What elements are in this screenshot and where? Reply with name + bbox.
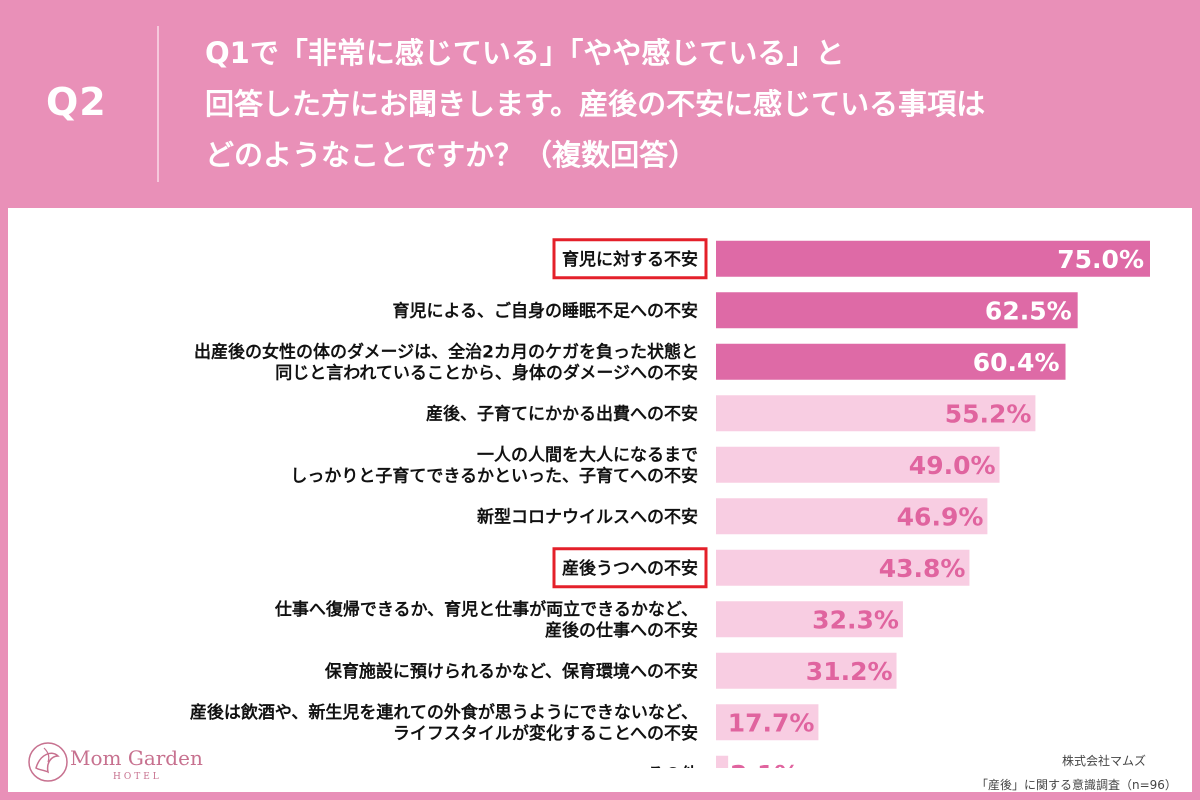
category-label-4-0: 一人の人間を大人になるまで [477, 444, 698, 465]
value-label-4: 49.0% [909, 451, 996, 480]
bar-5 [716, 498, 988, 535]
category-label-8-0: 保育施設に預けられるかなど、保育環境への不安 [324, 661, 698, 682]
value-label-7: 32.3% [812, 605, 899, 634]
mom-garden-logo-icon [28, 742, 68, 782]
value-label-3: 55.2% [945, 399, 1032, 428]
header-divider [157, 26, 159, 182]
bar-8 [716, 652, 897, 689]
question-line-2: 回答した方にお聞きします。産後の不安に感じている事項は [205, 87, 986, 121]
highlight-box-6 [552, 547, 708, 589]
category-label-10-0: その他 [647, 764, 698, 768]
category-label-7-1: 産後の仕事への不安 [545, 620, 698, 641]
left-border [0, 208, 8, 800]
value-label-5: 46.9% [897, 502, 984, 531]
bar-chart: 75.0% 育児に対する不安 62.5% 育児による、ご自身の睡眠不足への不安 60.4… [190, 238, 1150, 768]
value-label-9: 17.7% [728, 708, 815, 737]
bar-10 [716, 755, 729, 768]
highlight-box-0 [552, 238, 708, 280]
question-line-1: Q1で「非常に感じている」「やや感じている」と [205, 36, 845, 70]
value-label-1: 62.5% [985, 296, 1072, 325]
value-label-2: 60.4% [973, 348, 1060, 377]
bar-0 [716, 240, 1150, 277]
header-banner: Q2 Q1で「非常に感じている」「やや感じている」と 回答した方にお聞きします。… [0, 0, 1200, 208]
category-label-3-0: 産後、子育てにかかる出費への不安 [426, 403, 698, 424]
value-label-10: 2.1% [730, 760, 799, 768]
bar-6 [716, 549, 970, 586]
bar-1 [716, 292, 1078, 329]
question-text: Q1で「非常に感じている」「やや感じている」と 回答した方にお聞きします。産後の… [205, 28, 1185, 181]
company-name: 株式会社マムズ [1062, 754, 1147, 768]
bar-7 [716, 601, 903, 638]
category-label-9-0: 産後は飲酒や、新生児を連れての外食が思うようにできないなど、 [190, 702, 698, 723]
category-label-6-0: 産後うつへの不安 [562, 558, 698, 579]
bar-2 [716, 343, 1066, 380]
category-label-7-0: 仕事へ復帰できるか、育児と仕事が両立できるかなど、 [274, 599, 698, 620]
category-label-5-0: 新型コロナウイルスへの不安 [477, 506, 698, 527]
value-label-8: 31.2% [806, 657, 893, 686]
bar-3 [716, 395, 1036, 432]
logo-subtitle: HOTEL [113, 772, 162, 782]
survey-source: 「産後」に関する意識調査（n=96） [976, 778, 1177, 792]
category-label-9-1: ライフスタイルが変化することへの不安 [393, 723, 698, 744]
right-border [1192, 208, 1200, 800]
bar-4 [716, 446, 1000, 483]
value-label-0: 75.0% [1057, 245, 1144, 274]
category-label-2-0: 出産後の女性の体のダメージは、全治2カ月のケガを負った状態と [194, 341, 698, 362]
bar-9 [716, 704, 819, 741]
question-line-3: どのようなことですか？（複数回答） [205, 138, 698, 172]
value-label-6: 43.8% [879, 554, 966, 583]
category-label-0-0: 育児に対する不安 [562, 249, 698, 270]
bottom-border [0, 792, 1200, 800]
category-label-2-1: 同じと言われていることから、身体のダメージへの不安 [275, 362, 698, 383]
question-number: Q2 [46, 80, 107, 124]
category-label-1-0: 育児による、ご自身の睡眠不足への不安 [393, 300, 699, 321]
logo-name: Mom Garden [70, 746, 203, 770]
category-label-4-1: しっかりと子育てできるかといった、子育てへの不安 [290, 465, 698, 486]
